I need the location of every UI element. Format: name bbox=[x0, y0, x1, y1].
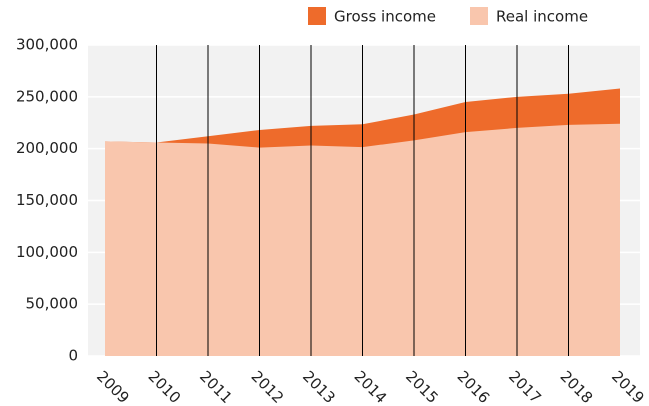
y-tick-label: 150,000 bbox=[16, 191, 78, 209]
legend-label: Gross income bbox=[334, 8, 436, 26]
x-tick-label: 2017 bbox=[505, 367, 545, 406]
legend-swatch bbox=[470, 7, 488, 25]
x-tick-label: 2016 bbox=[453, 367, 493, 406]
y-tick-label: 250,000 bbox=[16, 87, 78, 105]
y-tick-label: 300,000 bbox=[16, 36, 78, 54]
y-tick-label: 200,000 bbox=[16, 139, 78, 157]
x-tick-label: 2013 bbox=[299, 367, 339, 406]
y-tick-label: 100,000 bbox=[16, 243, 78, 261]
x-tick-label: 2011 bbox=[196, 367, 236, 406]
x-tick-label: 2009 bbox=[93, 367, 133, 406]
y-tick-label: 50,000 bbox=[26, 295, 79, 313]
y-tick-label: 0 bbox=[68, 347, 78, 365]
x-tick-label: 2014 bbox=[350, 367, 390, 406]
legend-label: Real income bbox=[496, 8, 588, 26]
x-tick-label: 2012 bbox=[247, 367, 287, 406]
x-tick-label: 2010 bbox=[144, 367, 184, 406]
legend-swatch bbox=[308, 7, 326, 25]
x-tick-label: 2019 bbox=[608, 367, 648, 406]
x-tick-label: 2015 bbox=[402, 367, 442, 406]
x-tick-label: 2018 bbox=[556, 367, 596, 406]
